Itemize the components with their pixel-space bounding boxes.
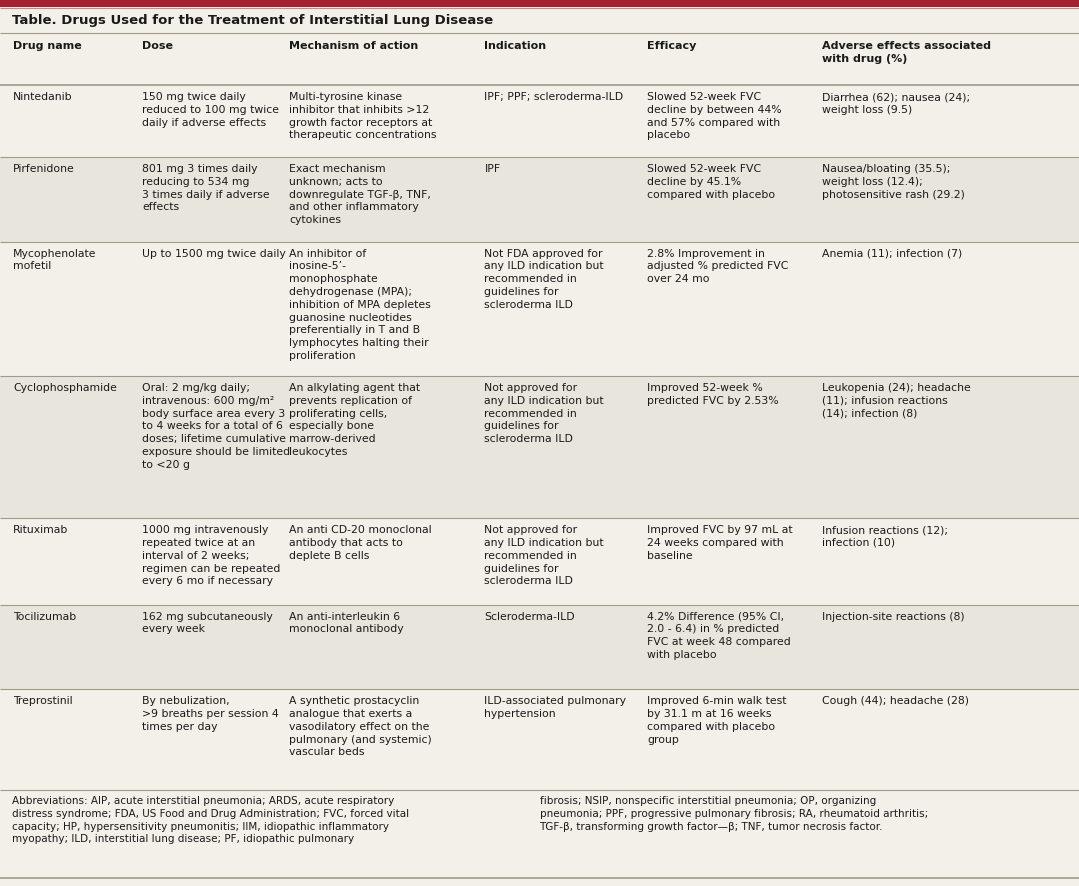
Text: Oral: 2 mg/kg daily;
intravenous: 600 mg/m²
body surface area every 3
to 4 weeks: Oral: 2 mg/kg daily; intravenous: 600 mg… — [142, 383, 290, 470]
Text: Cough (44); headache (28): Cough (44); headache (28) — [822, 696, 969, 706]
Text: A synthetic prostacyclin
analogue that exerts a
vasodilatory effect on the
pulmo: A synthetic prostacyclin analogue that e… — [289, 696, 432, 758]
Text: 1000 mg intravenously
repeated twice at an
interval of 2 weeks;
regimen can be r: 1000 mg intravenously repeated twice at … — [142, 525, 281, 587]
Text: Multi-tyrosine kinase
inhibitor that inhibits >12
growth factor receptors at
the: Multi-tyrosine kinase inhibitor that inh… — [289, 92, 437, 140]
Text: 801 mg 3 times daily
reducing to 534 mg
3 times daily if adverse
effects: 801 mg 3 times daily reducing to 534 mg … — [142, 164, 270, 213]
Text: fibrosis; NSIP, nonspecific interstitial pneumonia; OP, organizing
pneumonia; PP: fibrosis; NSIP, nonspecific interstitial… — [540, 796, 928, 832]
Text: Tocilizumab: Tocilizumab — [13, 611, 77, 622]
Text: Leukopenia (24); headache
(11); infusion reactions
(14); infection (8): Leukopenia (24); headache (11); infusion… — [822, 383, 971, 418]
Text: Nintedanib: Nintedanib — [13, 92, 72, 102]
Text: 162 mg subcutaneously
every week: 162 mg subcutaneously every week — [142, 611, 273, 634]
Text: Mycophenolate
mofetil: Mycophenolate mofetil — [13, 249, 96, 271]
Text: Not approved for
any ILD indication but
recommended in
guidelines for
scleroderm: Not approved for any ILD indication but … — [484, 525, 604, 587]
Text: Table. Drugs Used for the Treatment of Interstitial Lung Disease: Table. Drugs Used for the Treatment of I… — [12, 14, 493, 27]
Text: Slowed 52-week FVC
decline by between 44%
and 57% compared with
placebo: Slowed 52-week FVC decline by between 44… — [647, 92, 782, 140]
Text: Scleroderma-ILD: Scleroderma-ILD — [484, 611, 575, 622]
Text: Up to 1500 mg twice daily: Up to 1500 mg twice daily — [142, 249, 286, 259]
Text: Improved FVC by 97 mL at
24 weeks compared with
baseline: Improved FVC by 97 mL at 24 weeks compar… — [647, 525, 793, 561]
Bar — [0, 157, 1079, 242]
Text: Slowed 52-week FVC
decline by 45.1%
compared with placebo: Slowed 52-week FVC decline by 45.1% comp… — [647, 164, 776, 199]
Text: Abbreviations: AIP, acute interstitial pneumonia; ARDS, acute respiratory
distre: Abbreviations: AIP, acute interstitial p… — [12, 796, 409, 844]
Text: Nausea/bloating (35.5);
weight loss (12.4);
photosensitive rash (29.2): Nausea/bloating (35.5); weight loss (12.… — [822, 164, 965, 199]
Text: Anemia (11); infection (7): Anemia (11); infection (7) — [822, 249, 962, 259]
Bar — [0, 0, 1079, 7]
Text: 4.2% Difference (95% CI,
2.0 - 6.4) in % predicted
FVC at week 48 compared
with : 4.2% Difference (95% CI, 2.0 - 6.4) in %… — [647, 611, 791, 660]
Text: Dose: Dose — [142, 41, 174, 51]
Text: IPF; PPF; scleroderma-ILD: IPF; PPF; scleroderma-ILD — [484, 92, 624, 102]
Text: By nebulization,
>9 breaths per session 4
times per day: By nebulization, >9 breaths per session … — [142, 696, 279, 732]
Text: An anti CD-20 monoclonal
antibody that acts to
deplete B cells: An anti CD-20 monoclonal antibody that a… — [289, 525, 432, 561]
Text: An inhibitor of
inosine-5’-
monophosphate
dehydrogenase (MPA);
inhibition of MPA: An inhibitor of inosine-5’- monophosphat… — [289, 249, 431, 361]
Text: Exact mechanism
unknown; acts to
downregulate TGF-β, TNF,
and other inflammatory: Exact mechanism unknown; acts to downreg… — [289, 164, 431, 225]
Text: Not approved for
any ILD indication but
recommended in
guidelines for
scleroderm: Not approved for any ILD indication but … — [484, 383, 604, 444]
Text: Adverse effects associated
with drug (%): Adverse effects associated with drug (%) — [822, 41, 992, 64]
Text: 2.8% Improvement in
adjusted % predicted FVC
over 24 mo: 2.8% Improvement in adjusted % predicted… — [647, 249, 789, 284]
Bar — [0, 518, 1079, 604]
Text: An alkylating agent that
prevents replication of
proliferating cells,
especially: An alkylating agent that prevents replic… — [289, 383, 421, 457]
Text: Improved 6-min walk test
by 31.1 m at 16 weeks
compared with placebo
group: Improved 6-min walk test by 31.1 m at 16… — [647, 696, 787, 744]
Text: Infusion reactions (12);
infection (10): Infusion reactions (12); infection (10) — [822, 525, 948, 548]
Text: IPF: IPF — [484, 164, 501, 174]
Text: Pirfenidone: Pirfenidone — [13, 164, 74, 174]
Bar — [0, 33, 1079, 85]
Text: Diarrhea (62); nausea (24);
weight loss (9.5): Diarrhea (62); nausea (24); weight loss … — [822, 92, 970, 115]
Text: Drug name: Drug name — [13, 41, 82, 51]
Bar — [0, 689, 1079, 790]
Text: Indication: Indication — [484, 41, 547, 51]
Text: Mechanism of action: Mechanism of action — [289, 41, 419, 51]
Text: Treprostinil: Treprostinil — [13, 696, 72, 706]
Text: An anti-interleukin 6
monoclonal antibody: An anti-interleukin 6 monoclonal antibod… — [289, 611, 404, 634]
Bar — [0, 376, 1079, 518]
Text: Efficacy: Efficacy — [647, 41, 697, 51]
Bar — [0, 242, 1079, 376]
Bar — [0, 604, 1079, 689]
Text: Injection-site reactions (8): Injection-site reactions (8) — [822, 611, 965, 622]
Bar — [0, 85, 1079, 157]
Text: Not FDA approved for
any ILD indication but
recommended in
guidelines for
sclero: Not FDA approved for any ILD indication … — [484, 249, 604, 310]
Text: 150 mg twice daily
reduced to 100 mg twice
daily if adverse effects: 150 mg twice daily reduced to 100 mg twi… — [142, 92, 279, 128]
Text: Rituximab: Rituximab — [13, 525, 68, 535]
Text: Improved 52-week %
predicted FVC by 2.53%: Improved 52-week % predicted FVC by 2.53… — [647, 383, 779, 406]
Text: ILD-associated pulmonary
hypertension: ILD-associated pulmonary hypertension — [484, 696, 627, 719]
Text: Cyclophosphamide: Cyclophosphamide — [13, 383, 117, 393]
